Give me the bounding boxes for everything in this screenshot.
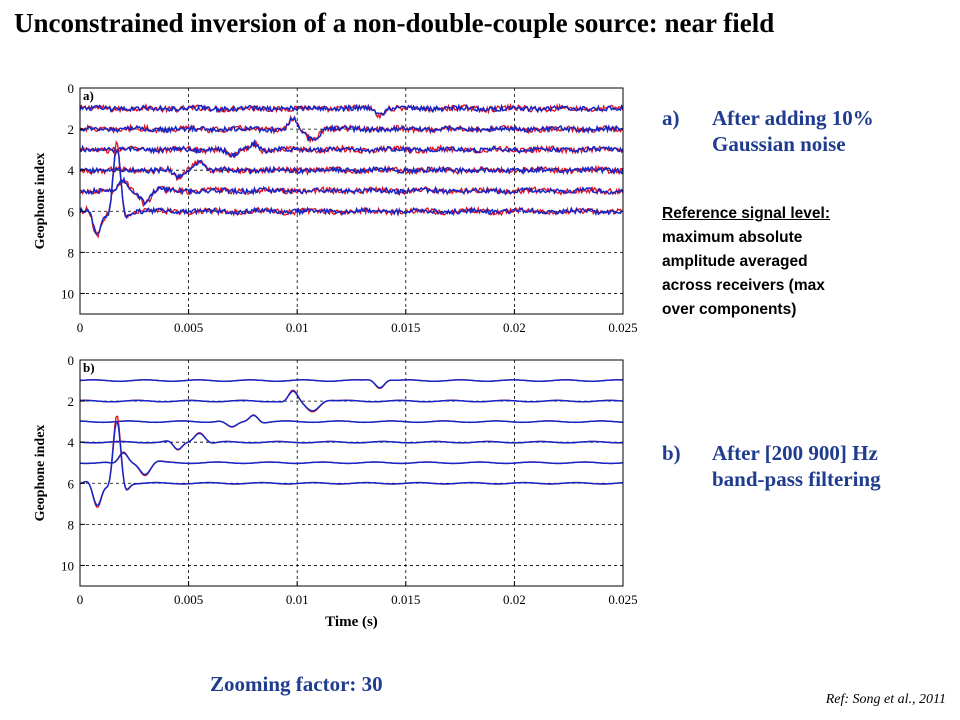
waveform-plot-noisy: 0 0.005 0.01 0.015 0.02 0.025 0 2 4 6 8 10 a) Geophon… bbox=[20, 74, 645, 335]
slide-title: Unconstrained inversion of a non-double-… bbox=[14, 8, 775, 38]
synthetic-trace-4 bbox=[79, 432, 623, 451]
reference-body-line: maximum absolute bbox=[662, 229, 803, 246]
reference-heading: Reference signal level: bbox=[662, 205, 830, 222]
observed-trace-6 bbox=[79, 140, 624, 239]
synthetic-trace-2 bbox=[80, 390, 624, 412]
caption-filter: b) After [200 900] Hz band-pass filtering bbox=[662, 440, 952, 500]
reference-body-line: across receivers (max bbox=[662, 277, 825, 294]
synthetic-trace-3 bbox=[79, 414, 624, 428]
x-tick-label: 0 bbox=[77, 320, 84, 335]
y-tick-label: 8 bbox=[68, 517, 75, 532]
x-tick-label: 0.01 bbox=[286, 592, 309, 607]
synthetic-trace-1 bbox=[79, 103, 624, 116]
y-tick-label: 2 bbox=[68, 122, 75, 137]
plot-background bbox=[80, 88, 623, 314]
x-tick-label: 0.025 bbox=[608, 320, 637, 335]
y-tick-label: 0 bbox=[68, 353, 75, 368]
synthetic-trace-1 bbox=[79, 379, 623, 389]
caption-filter-line: band-pass filtering bbox=[712, 467, 881, 491]
caption-noise-line: After adding 10% bbox=[712, 106, 874, 130]
x-tick-label: 0.02 bbox=[503, 592, 526, 607]
y-tick-label: 10 bbox=[61, 286, 74, 301]
x-tick-label: 0.025 bbox=[608, 592, 637, 607]
y-tick-label: 4 bbox=[68, 435, 75, 450]
y-tick-label: 10 bbox=[61, 558, 74, 573]
y-tick-label: 6 bbox=[68, 476, 75, 491]
x-axis-label: Time (s) bbox=[325, 614, 378, 630]
caption-noise-text: After adding 10% Gaussian noise bbox=[712, 105, 874, 157]
y-tick-label: 2 bbox=[68, 394, 75, 409]
synthetic-trace-2 bbox=[79, 115, 624, 142]
caption-filter-line: After [200 900] Hz bbox=[712, 441, 878, 465]
caption-noise: a) After adding 10% Gaussian noise bbox=[662, 105, 952, 165]
y-tick-label: 8 bbox=[68, 245, 75, 260]
synthetic-trace-4 bbox=[79, 159, 624, 181]
plot-frame bbox=[79, 87, 624, 315]
zoom-factor: Zooming factor: 30 bbox=[210, 672, 383, 696]
synthetic-trace-5 bbox=[79, 176, 624, 206]
waveform-plot-filtered-svg: 0 0.005 0.01 0.015 0.02 0.025 0 2 4 6 8 10 b) Geophon… bbox=[33, 353, 638, 630]
x-tick-label: 0.01 bbox=[286, 320, 309, 335]
x-tick-label: 0.005 bbox=[174, 592, 203, 607]
plot-background bbox=[80, 360, 623, 586]
waveform-plot-noisy-svg: 0 0.005 0.01 0.015 0.02 0.025 0 2 4 6 8 10 a) Geophon… bbox=[33, 81, 638, 335]
synthetic-trace-5 bbox=[79, 452, 624, 476]
observed-trace-4 bbox=[79, 159, 624, 182]
y-tick-label: 6 bbox=[68, 204, 75, 219]
x-tick-label: 0.015 bbox=[391, 320, 420, 335]
reference-note: Reference signal level: maximum absolute… bbox=[662, 202, 952, 322]
y-axis-label: Geophone index bbox=[33, 425, 48, 522]
synthetic-trace-3 bbox=[79, 138, 624, 159]
observed-trace-3 bbox=[79, 139, 624, 159]
reference-body-line: amplitude averaged bbox=[662, 253, 808, 270]
panel-label: a) bbox=[83, 88, 94, 103]
waveform-plot-filtered: 0 0.005 0.01 0.015 0.02 0.025 0 2 4 6 8 10 b) Geophon… bbox=[20, 346, 645, 630]
x-tick-label: 0 bbox=[77, 592, 84, 607]
reference-citation: Ref: Song et al., 2011 bbox=[825, 692, 946, 707]
y-tick-label: 0 bbox=[68, 81, 75, 96]
y-axis-label: Geophone index bbox=[33, 153, 48, 250]
y-tick-label: 4 bbox=[68, 163, 75, 178]
reference-body-line: over components) bbox=[662, 301, 797, 318]
reference-body: maximum absolute amplitude averaged across… bbox=[662, 226, 952, 322]
caption-filter-marker: b) bbox=[662, 441, 681, 465]
caption-noise-marker: a) bbox=[662, 106, 680, 130]
x-tick-label: 0.015 bbox=[391, 592, 420, 607]
plot-frame bbox=[79, 359, 624, 587]
x-tick-label: 0.005 bbox=[174, 320, 203, 335]
panel-label: b) bbox=[83, 360, 95, 375]
caption-filter-text: After [200 900] Hz band-pass filtering bbox=[712, 440, 881, 492]
caption-noise-line: Gaussian noise bbox=[712, 132, 846, 156]
synthetic-trace-6 bbox=[79, 149, 623, 236]
x-tick-label: 0.02 bbox=[503, 320, 526, 335]
synthetic-trace-6 bbox=[79, 420, 623, 507]
